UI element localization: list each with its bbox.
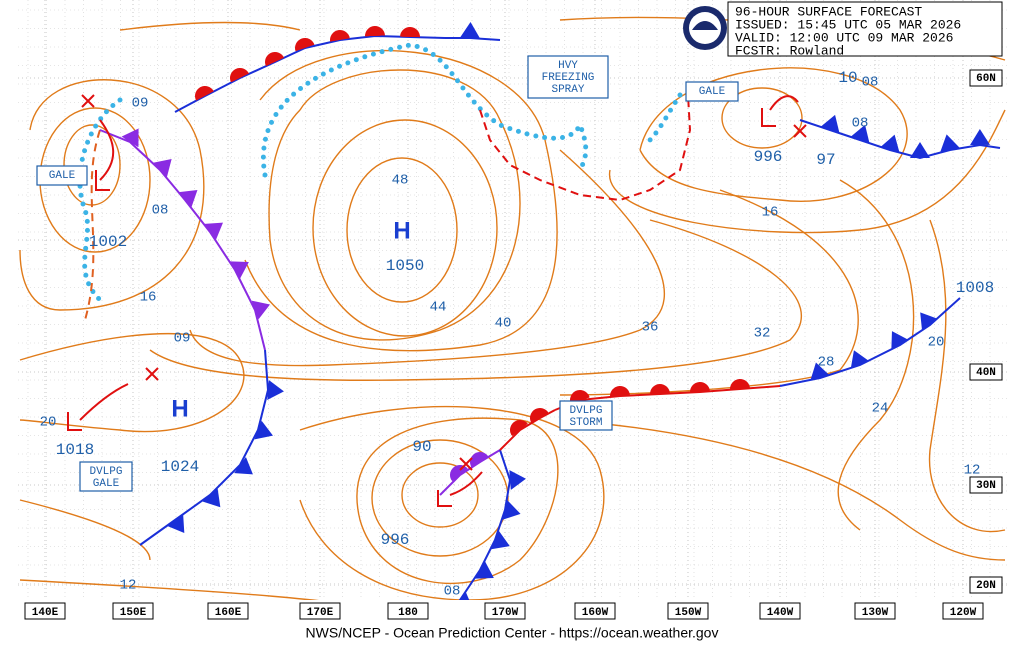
isobar-label: 36 <box>642 320 659 336</box>
isobar-label: 40 <box>495 316 512 332</box>
isobar-label: 44 <box>430 300 447 316</box>
lon-label: 140W <box>767 607 794 619</box>
header-line: ISSUED: 15:45 UTC 05 MAR 2026 <box>735 17 961 32</box>
lon-label-box <box>484 602 526 620</box>
lon-label-box <box>112 602 154 620</box>
lat-label: 30N <box>976 480 996 492</box>
isobar-label: 09 <box>174 331 191 347</box>
warning-box <box>36 165 88 186</box>
lon-label-box <box>207 602 249 620</box>
warning-text: GALE <box>93 478 120 490</box>
fronts <box>84 22 1001 626</box>
lon-label: 170W <box>492 607 519 619</box>
low-pressure: 10 <box>838 69 857 87</box>
lon-label: 140E <box>32 607 59 619</box>
lon-label: 150W <box>675 607 702 619</box>
footer: NWS/NCEP - Ocean Prediction Center - htt… <box>306 625 719 641</box>
lon-label-box <box>574 602 616 620</box>
lon-label-box <box>24 602 66 620</box>
warning-box <box>559 400 613 431</box>
high-pressure: 1024 <box>161 458 199 476</box>
lon-label-box <box>942 602 984 620</box>
warning-text: GALE <box>699 86 726 98</box>
warning-box <box>79 461 133 492</box>
warning-text: SPRAY <box>551 84 584 96</box>
low-pressure: 1008 <box>956 279 994 297</box>
lon-label-box <box>299 602 341 620</box>
lat-label: 20N <box>976 580 996 592</box>
high-symbol: H <box>171 395 188 422</box>
low-pressure: 97 <box>816 151 835 169</box>
header-line: VALID: 12:00 UTC 09 MAR 2026 <box>735 30 953 45</box>
longitude-labels: 140E 150E 160E 170E 180 170W 160W 150W 140W 130W 1… <box>24 602 984 620</box>
lon-label-box <box>759 602 801 620</box>
warning-text: FREEZING <box>542 72 595 84</box>
lat-label: 40N <box>976 367 996 379</box>
low-pressure: 90 <box>412 438 431 456</box>
isobars <box>19 16 1006 621</box>
warning-text: DVLPG <box>89 466 122 478</box>
warning-text: HVY <box>558 60 578 72</box>
lon-label-box <box>387 602 429 620</box>
lon-label: 170E <box>307 607 334 619</box>
warning-box <box>527 55 609 99</box>
warning-text: STORM <box>569 417 602 429</box>
lat-label-box <box>969 576 1003 594</box>
lat-label-box <box>969 363 1003 381</box>
high-symbol: H <box>393 217 410 244</box>
lon-label: 120W <box>950 607 977 619</box>
header-line: 96-HOUR SURFACE FORECAST <box>735 4 922 19</box>
symbols <box>67 6 807 507</box>
isobar-label: 08 <box>444 584 461 600</box>
isobar-label: 08 <box>152 203 169 219</box>
isobar-label: 12 <box>120 578 137 594</box>
isobar-label: 08 <box>862 75 879 91</box>
lon-label: 150E <box>120 607 147 619</box>
isobar-label: 48 <box>392 173 409 189</box>
lat-label: 60N <box>976 73 996 85</box>
warning-text: GALE <box>49 170 76 182</box>
lat-label-box <box>969 69 1003 87</box>
lon-label: 160E <box>215 607 242 619</box>
isobar-label: 20 <box>40 415 57 431</box>
isobar-label: 32 <box>754 326 771 342</box>
warning-box <box>685 81 739 102</box>
isobar-label: 24 <box>872 401 889 417</box>
warning-text: DVLPG <box>569 405 602 417</box>
labels: 60N 40N 30N 20N 96-HOUR SURFACE FORECASTISSU… <box>36 4 1003 622</box>
low-pressure: 996 <box>381 531 410 549</box>
lon-label-box <box>854 602 896 620</box>
lat-label-box <box>969 476 1003 494</box>
isobar-label: 12 <box>964 463 981 479</box>
graticule <box>18 0 1008 600</box>
header-box <box>727 1 1003 57</box>
isobar-label: 16 <box>140 290 157 306</box>
isobar-label: 08 <box>852 116 869 132</box>
header-line: FCSTR: Rowland <box>735 43 844 58</box>
isobar-label: 16 <box>762 205 779 221</box>
isobar-label: 09 <box>132 96 149 112</box>
low-pressure: 1002 <box>89 233 127 251</box>
isobar-label: 28 <box>818 355 835 371</box>
low-pressure: 1018 <box>56 441 94 459</box>
isobar-label: 20 <box>928 335 945 351</box>
lon-label: 160W <box>582 607 609 619</box>
lon-label: 180 <box>398 607 418 619</box>
low-pressure: 996 <box>754 148 783 166</box>
lon-label-box <box>667 602 709 620</box>
lon-label: 130W <box>862 607 889 619</box>
high-pressure: 1050 <box>386 257 424 275</box>
